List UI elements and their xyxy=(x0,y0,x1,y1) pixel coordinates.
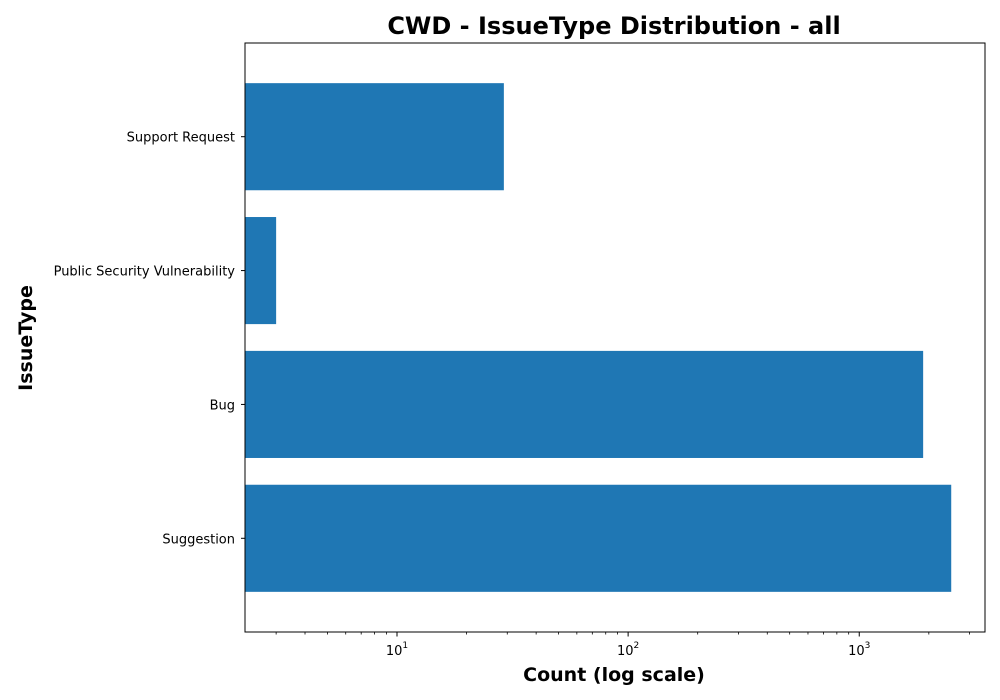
bar-support-request xyxy=(245,83,504,191)
x-tick-label: 101 xyxy=(386,641,408,659)
y-axis-label: IssueType xyxy=(15,285,37,391)
y-tick-label-bug: Bug xyxy=(210,398,235,413)
bar-bug xyxy=(245,350,924,458)
chart-title: CWD - IssueType Distribution - all xyxy=(387,12,840,40)
y-tick-label-support-request: Support Request xyxy=(127,131,235,146)
plot-frame xyxy=(244,42,986,633)
x-axis-label: Count (log scale) xyxy=(523,664,705,686)
x-tick-label: 102 xyxy=(617,641,639,659)
plot-area: Suggestion Bug Public Security Vulnerabili… xyxy=(54,42,986,659)
y-tick-label-public-security-vulnerability: Public Security Vulnerability xyxy=(54,265,236,280)
x-tick-label: 103 xyxy=(848,641,870,659)
y-tick-label-suggestion: Suggestion xyxy=(162,532,235,547)
bar-suggestion xyxy=(245,484,952,592)
bar-public-security-vulnerability xyxy=(245,217,277,325)
